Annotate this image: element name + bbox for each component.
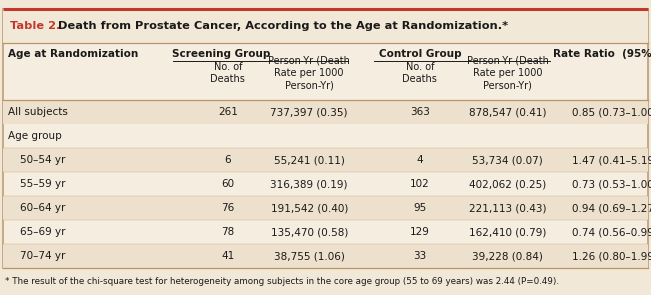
Text: No. of
Deaths: No. of Deaths (210, 62, 245, 84)
Text: 78: 78 (221, 227, 234, 237)
Text: 162,410 (0.79): 162,410 (0.79) (469, 227, 546, 237)
Text: 221,113 (0.43): 221,113 (0.43) (469, 203, 547, 213)
Text: Rate Ratio  (95% CI)†: Rate Ratio (95% CI)† (553, 49, 651, 59)
Text: 95: 95 (413, 203, 426, 213)
Text: 737,397 (0.35): 737,397 (0.35) (270, 107, 348, 117)
Text: 55–59 yr: 55–59 yr (20, 179, 65, 189)
Text: 41: 41 (221, 251, 234, 261)
Text: 53,734 (0.07): 53,734 (0.07) (473, 155, 543, 165)
Text: 316,389 (0.19): 316,389 (0.19) (270, 179, 348, 189)
Text: 38,755 (1.06): 38,755 (1.06) (274, 251, 344, 261)
Text: 102: 102 (410, 179, 430, 189)
Text: 261: 261 (218, 107, 238, 117)
Text: 4: 4 (417, 155, 423, 165)
Text: 39,228 (0.84): 39,228 (0.84) (473, 251, 543, 261)
Text: Control Group: Control Group (379, 49, 461, 59)
Text: 135,470 (0.58): 135,470 (0.58) (271, 227, 348, 237)
Text: 0.73 (0.53–1.00): 0.73 (0.53–1.00) (572, 179, 651, 189)
Text: Person-Yr (Death
Rate per 1000
Person-Yr): Person-Yr (Death Rate per 1000 Person-Yr… (268, 56, 350, 91)
Text: Death from Prostate Cancer, According to the Age at Randomization.*: Death from Prostate Cancer, According to… (54, 21, 508, 31)
Text: 129: 129 (410, 227, 430, 237)
Text: 0.94 (0.69–1.27): 0.94 (0.69–1.27) (572, 203, 651, 213)
Text: 55,241 (0.11): 55,241 (0.11) (274, 155, 344, 165)
Text: Age at Randomization: Age at Randomization (8, 49, 138, 59)
Text: 402,062 (0.25): 402,062 (0.25) (469, 179, 546, 189)
Text: 1.47 (0.41–5.19): 1.47 (0.41–5.19) (572, 155, 651, 165)
Text: 1.26 (0.80–1.99): 1.26 (0.80–1.99) (572, 251, 651, 261)
Bar (3, 100, 648, 124)
Bar (3, 9, 648, 43)
Text: All subjects: All subjects (8, 107, 68, 117)
Text: No. of
Deaths: No. of Deaths (402, 62, 437, 84)
Bar (3, 196, 648, 220)
Text: 60: 60 (221, 179, 234, 189)
Text: Person-Yr (Death
Rate per 1000
Person-Yr): Person-Yr (Death Rate per 1000 Person-Yr… (467, 56, 549, 91)
Text: 33: 33 (413, 251, 426, 261)
Text: 70–74 yr: 70–74 yr (20, 251, 65, 261)
Bar (3, 148, 648, 172)
Text: 60–64 yr: 60–64 yr (20, 203, 65, 213)
Text: * The result of the chi-square test for heterogeneity among subjects in the core: * The result of the chi-square test for … (5, 277, 559, 286)
Text: 878,547 (0.41): 878,547 (0.41) (469, 107, 547, 117)
Text: 363: 363 (410, 107, 430, 117)
Text: 6: 6 (225, 155, 231, 165)
Text: Screening Group: Screening Group (172, 49, 271, 59)
Text: Age group: Age group (8, 131, 62, 141)
Text: 0.74 (0.56–0.99): 0.74 (0.56–0.99) (572, 227, 651, 237)
Text: 50–54 yr: 50–54 yr (20, 155, 65, 165)
Text: 0.85 (0.73–1.00): 0.85 (0.73–1.00) (572, 107, 651, 117)
Bar (3, 9, 648, 268)
Text: 65–69 yr: 65–69 yr (20, 227, 65, 237)
Text: Table 2.: Table 2. (10, 21, 61, 31)
Text: 191,542 (0.40): 191,542 (0.40) (271, 203, 348, 213)
Bar (3, 245, 648, 268)
Text: 76: 76 (221, 203, 234, 213)
